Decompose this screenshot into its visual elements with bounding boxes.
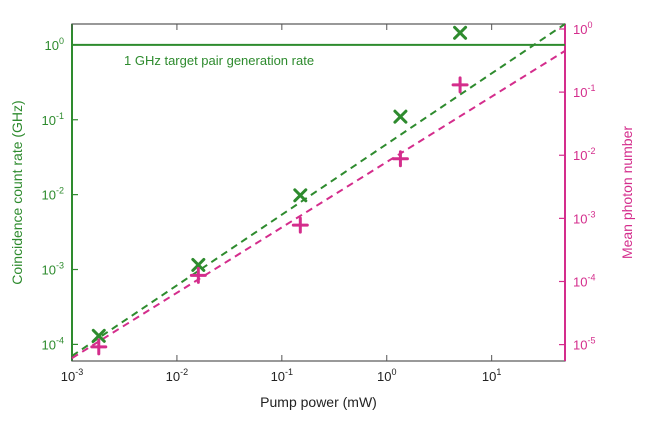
- y-right-ticks: 10-5 10-4 10-3 10-2 10-1 100: [559, 20, 595, 353]
- x-tick-label: 10-1: [271, 367, 293, 384]
- reference-line-label: 1 GHz target pair generation rate: [124, 53, 314, 68]
- data-point-coincidence: [293, 188, 308, 203]
- x-tick-label: 101: [482, 367, 501, 384]
- data-point-photon: [291, 216, 309, 234]
- data-point-photon: [391, 150, 409, 168]
- y-left-tick-label: 10-4: [42, 335, 64, 352]
- fit-lines: [71, 23, 566, 360]
- x-ticks: 10-3 10-2 10-1 100 101: [61, 24, 501, 384]
- data-point-photon: [90, 338, 108, 356]
- data-point-coincidence: [393, 109, 408, 124]
- y-right-axis-label: Mean photon number: [619, 126, 635, 259]
- y-left-tick-label: 10-2: [42, 186, 64, 203]
- data-point-photon: [189, 266, 207, 284]
- y-right-tick-label: 100: [573, 20, 592, 37]
- reference-line-group: 1 GHz target pair generation rate: [72, 43, 565, 68]
- y-left-tick-label: 100: [45, 36, 64, 53]
- y-right-tick-label: 10-3: [573, 209, 595, 226]
- data-markers: [90, 25, 469, 356]
- y-left-tick-label: 10-3: [42, 261, 64, 278]
- x-tick-label: 100: [377, 367, 396, 384]
- data-point-coincidence: [191, 257, 206, 272]
- data-point-photon: [451, 76, 469, 94]
- fit-line-coincidence: [71, 23, 566, 357]
- x-tick-label: 10-3: [61, 367, 83, 384]
- y-right-tick-label: 10-2: [573, 146, 595, 163]
- data-point-coincidence: [453, 25, 468, 40]
- y-right-tick-label: 10-4: [573, 272, 595, 289]
- y-left-axis-label: Coincidence count rate (GHz): [9, 100, 25, 284]
- y-left-tick-label: 10-1: [42, 111, 64, 128]
- y-right-tick-label: 10-1: [573, 83, 595, 100]
- x-tick-label: 10-2: [166, 367, 188, 384]
- y-right-tick-label: 10-5: [573, 336, 595, 353]
- fit-line-photon: [71, 50, 566, 360]
- x-axis-label: Pump power (mW): [260, 394, 377, 410]
- data-point-coincidence: [91, 328, 106, 343]
- y-left-ticks: 10-4 10-3 10-2 10-1 100: [42, 36, 78, 352]
